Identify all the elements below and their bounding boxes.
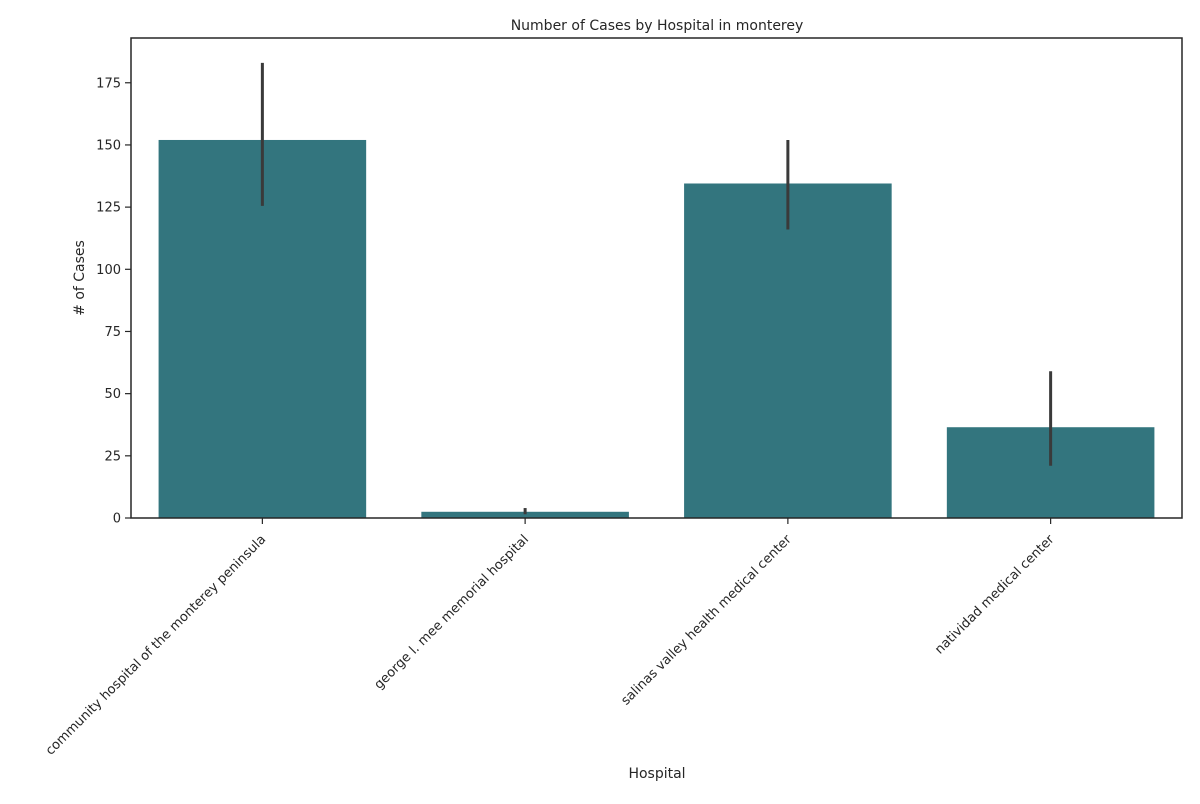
x-tick-label: natividad medical center [932,532,1058,658]
y-tick-label: 50 [104,387,121,402]
x-tick-label: salinas valley health medical center [618,532,795,709]
plot-frame [130,37,1183,519]
x-tick-label: community hospital of the monterey penin… [43,532,269,758]
y-tick-label: 75 [104,325,121,340]
chart-title: Number of Cases by Hospital in monterey [511,18,804,34]
y-tick-label: 150 [96,138,121,153]
x-tick-label: george l. mee memorial hospital [372,532,532,692]
y-tick-label: 0 [113,512,121,527]
y-axis-label: # of Cases [72,240,88,316]
y-tick-label: 125 [96,201,121,216]
plot-area: 0 25 50 75 100 125 150 175 community hospital of… [43,37,1183,758]
y-tick-label: 25 [104,449,121,464]
y-tick-label: 175 [96,76,121,91]
bar [684,183,892,518]
y-tick-label: 100 [96,263,121,278]
x-axis-label: Hospital [628,766,685,782]
bar [421,511,629,518]
